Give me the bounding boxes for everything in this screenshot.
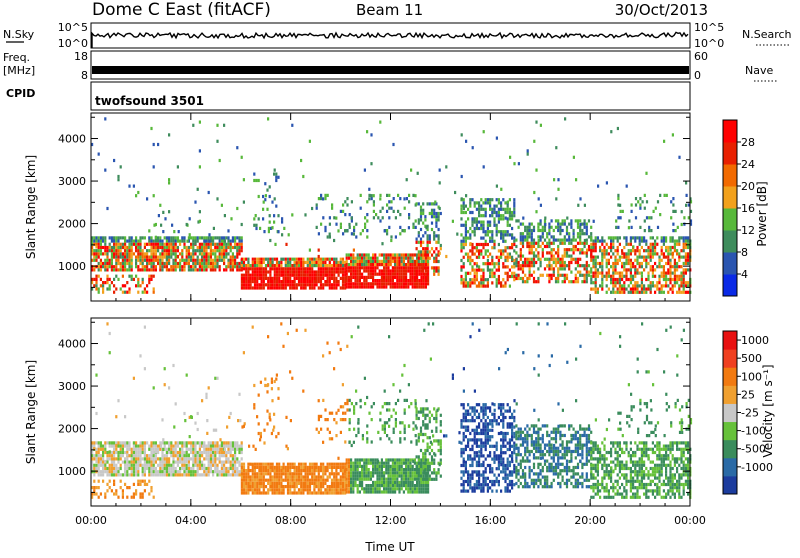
colorbar-segment [723,349,737,368]
time-tick-label: 00:00 [674,514,706,527]
cpid-strip: CPID twofsound 3501 [6,82,690,110]
colorbar-segment [723,440,737,459]
colorbar-segment [723,385,737,404]
freq-frame [91,51,690,79]
colorbar-segment [723,186,737,209]
colorbar-segment [723,164,737,187]
colorbar-tick-label: 16 [741,202,755,215]
date-label: 30/Oct/2013 [615,1,708,19]
time-tick-label: 08:00 [275,514,307,527]
freq-trace [92,66,689,74]
y-tick-label: 1000 [58,260,86,273]
y-tick-label: 1000 [58,465,86,478]
colorbar-tick-label: 28 [741,136,755,149]
velocity-panel: 1000 2000 3000 4000 Slant Range [km] 1000 50… [24,318,775,506]
freq-label: Freq. [3,51,30,64]
nsky-tick-bottom-right: 10^0 [694,37,724,50]
power-colorbar: 4 8 12 16 20 24 28 [723,120,755,297]
colorbar-segment [723,120,737,143]
time-tick-label: 20:00 [574,514,606,527]
y-tick-label: 3000 [58,380,86,393]
nsky-trace [92,32,688,48]
power-y-label: Slant Range [km] [24,155,38,259]
nsky-tick-bottom-left: 10^0 [58,37,88,50]
colorbar-tick-label: 24 [741,158,755,171]
colorbar-segment [723,274,737,297]
y-tick-label: 2000 [58,218,86,231]
time-tick-label: 04:00 [175,514,207,527]
nsearch-label: N.Search [742,28,792,41]
nave-label: Nave [745,64,773,77]
beam-label: Beam 11 [356,1,423,19]
colorbar-segment [723,458,737,477]
colorbar-tick-label: 4 [741,268,748,281]
freq-tick-top: 18 [74,50,88,63]
nsky-label: N.Sky [3,28,35,41]
colorbar-segment [723,331,737,350]
colorbar-tick-label: 8 [741,246,748,259]
colorbar-segment [723,403,737,422]
colorbar-segment [723,476,737,495]
time-axis-title: Time UT [364,540,415,554]
nave-tick-bottom: 0 [694,69,701,82]
y-tick-label: 3000 [58,175,86,188]
colorbar-segment [723,367,737,386]
velocity-y-label: Slant Range [km] [24,360,38,464]
colorbar-tick-label: 20 [741,180,755,193]
freq-unit: [MHz] [3,64,35,77]
colorbar-tick-label: -1000 [741,461,773,474]
nsky-tick-top-left: 10^5 [58,21,88,34]
colorbar-segment [723,142,737,165]
y-tick-label: 2000 [58,423,86,436]
colorbar-segment [723,252,737,275]
power-panel: 1000 2000 3000 4000 Slant Range [km] 4 8 12 16… [24,113,769,301]
colorbar-segment [723,208,737,231]
station-title: Dome C East (fitACF) [92,0,271,20]
colorbar-tick-label: -25 [741,407,759,420]
colorbar-tick-label: 12 [741,224,755,237]
colorbar-segment [723,230,737,253]
velocity-colorbar-title: Velocity [m s⁻¹] [761,364,775,457]
nsky-tick-top-right: 10^5 [694,21,724,34]
y-tick-label: 4000 [58,133,86,146]
power-colorbar-title: Power [dB] [755,181,769,246]
freq-tick-bottom: 8 [81,69,88,82]
nave-tick-top: 60 [694,50,708,63]
freq-strip: Freq. [MHz] 18 8 60 0 Nave [3,50,778,82]
time-tick-label: 12:00 [375,514,407,527]
colorbar-segment [723,422,737,441]
colorbar-tick-label: 500 [741,352,762,365]
time-tick-label: 00:00 [75,514,107,527]
time-tick-label: 16:00 [474,514,506,527]
nsky-strip: N.Sky 10^5 10^0 10^5 10^0 N.Search [3,21,792,50]
colorbar-tick-label: 100 [741,370,762,383]
colorbar-tick-label: 1000 [741,334,769,347]
cpid-program: twofsound 3501 [95,94,204,108]
cpid-label: CPID [6,87,35,100]
y-tick-label: 4000 [58,338,86,351]
colorbar-tick-label: 25 [741,388,755,401]
